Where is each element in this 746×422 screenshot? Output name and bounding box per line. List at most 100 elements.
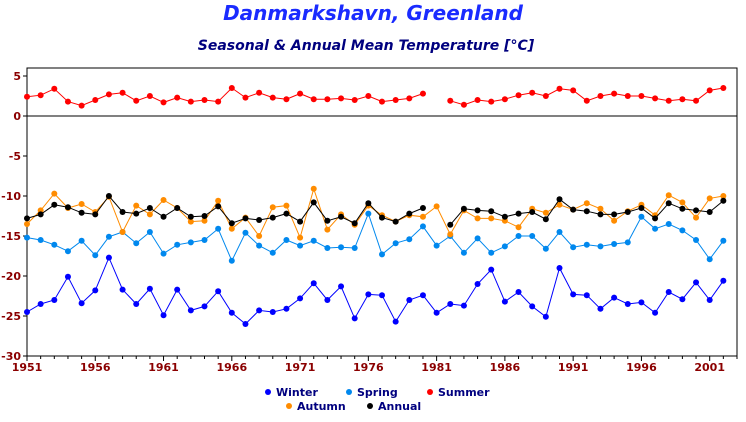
- legend-label-summer: Summer: [438, 386, 490, 399]
- data-point-summer: [379, 98, 385, 105]
- data-point-annual: [297, 218, 304, 225]
- data-point-annual: [638, 205, 645, 211]
- data-point-autumn: [146, 211, 153, 218]
- x-tick-label: 1956: [80, 361, 111, 374]
- data-point-summer: [187, 98, 194, 105]
- data-point-spring: [597, 243, 604, 250]
- data-point-summer: [174, 94, 181, 101]
- data-point-winter: [365, 291, 372, 298]
- data-point-winter: [542, 313, 549, 320]
- data-point-spring: [460, 249, 467, 256]
- data-point-summer: [24, 93, 30, 100]
- data-point-annual: [474, 207, 481, 214]
- data-point-winter: [720, 277, 727, 284]
- data-point-summer: [665, 97, 672, 104]
- data-point-spring: [542, 245, 549, 252]
- data-point-autumn: [324, 226, 331, 233]
- data-point-annual: [542, 216, 549, 223]
- data-point-spring: [570, 244, 577, 251]
- data-point-spring: [269, 249, 276, 256]
- data-point-spring: [242, 229, 249, 236]
- data-point-annual: [447, 221, 454, 228]
- data-point-autumn: [706, 195, 713, 202]
- data-point-spring: [133, 240, 140, 247]
- data-point-summer: [392, 97, 399, 103]
- data-point-autumn: [78, 201, 85, 207]
- data-point-summer: [515, 92, 522, 99]
- data-point-annual: [419, 205, 426, 211]
- data-point-winter: [242, 321, 249, 327]
- data-point-spring: [215, 225, 222, 232]
- series-line-summer: [26, 87, 424, 107]
- data-point-summer: [92, 97, 99, 103]
- data-point-spring: [310, 237, 317, 244]
- chart-subtitle: Seasonal & Annual Mean Temperature [°C]: [198, 38, 535, 54]
- data-point-spring: [529, 233, 536, 239]
- data-point-spring: [515, 233, 522, 239]
- data-point-winter: [133, 301, 140, 307]
- data-point-autumn: [228, 225, 235, 232]
- data-point-winter: [187, 307, 194, 314]
- data-point-autumn: [488, 215, 495, 222]
- data-point-winter: [105, 254, 112, 261]
- data-point-summer: [365, 93, 372, 99]
- data-point-autumn: [215, 197, 222, 204]
- data-point-spring: [720, 237, 727, 244]
- data-point-spring: [146, 229, 153, 235]
- x-tick-label: 1966: [216, 361, 247, 374]
- x-tick-label: 1991: [558, 361, 589, 374]
- data-point-autumn: [542, 209, 549, 216]
- data-point-spring: [501, 243, 508, 250]
- legend-label-autumn: Autumn: [297, 400, 346, 413]
- data-point-winter: [706, 297, 713, 303]
- data-point-annual: [228, 220, 235, 227]
- data-point-winter: [351, 315, 358, 322]
- data-point-autumn: [24, 221, 30, 227]
- legend-label-annual: Annual: [378, 400, 421, 413]
- data-point-autumn: [160, 197, 167, 203]
- data-point-summer: [64, 98, 71, 105]
- data-point-winter: [447, 301, 454, 307]
- data-point-winter: [529, 303, 536, 310]
- data-point-summer: [706, 87, 713, 94]
- data-point-autumn: [447, 231, 454, 238]
- x-tick-label: 1981: [421, 361, 452, 374]
- data-point-summer: [556, 85, 563, 92]
- data-point-spring: [338, 244, 345, 251]
- data-point-annual: [24, 215, 30, 222]
- legend-marker-summer: [427, 389, 433, 395]
- chart-title: Danmarkshavn, Greenland: [223, 1, 524, 25]
- data-point-annual: [515, 210, 522, 217]
- data-point-spring: [638, 213, 645, 220]
- data-point-summer: [638, 93, 645, 99]
- data-point-annual: [187, 213, 194, 220]
- data-point-winter: [324, 297, 331, 303]
- data-point-annual: [324, 217, 331, 224]
- data-point-annual: [64, 204, 71, 211]
- series-annual: [24, 193, 727, 228]
- series-line-annual: [26, 195, 424, 224]
- data-point-annual: [652, 215, 659, 222]
- data-point-annual: [256, 217, 263, 223]
- data-point-autumn: [119, 229, 126, 235]
- data-point-summer: [37, 92, 44, 99]
- data-point-annual: [338, 213, 345, 220]
- data-point-winter: [433, 309, 440, 316]
- data-point-spring: [187, 239, 194, 246]
- data-point-winter: [64, 273, 71, 280]
- data-point-winter: [269, 309, 276, 315]
- data-point-annual: [174, 205, 181, 211]
- data-point-annual: [583, 208, 590, 215]
- data-point-summer: [324, 96, 331, 103]
- data-point-spring: [228, 257, 235, 264]
- data-point-summer: [283, 96, 290, 103]
- data-point-summer: [679, 96, 686, 103]
- data-point-autumn: [665, 192, 672, 199]
- data-point-spring: [256, 242, 263, 249]
- data-point-spring: [679, 227, 686, 234]
- data-point-spring: [406, 236, 413, 243]
- data-point-winter: [638, 299, 645, 306]
- data-point-summer: [228, 85, 235, 91]
- data-point-spring: [474, 235, 481, 242]
